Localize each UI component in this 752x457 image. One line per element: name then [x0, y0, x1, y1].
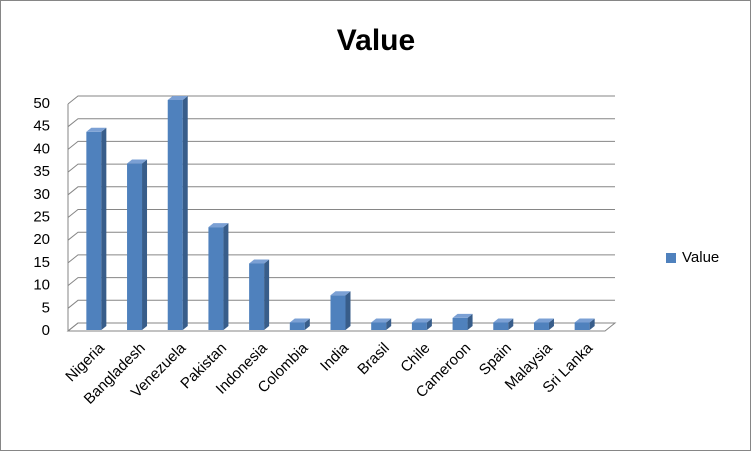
bar-side [426, 318, 432, 330]
y-tick-label: 15 [33, 254, 50, 271]
bar [493, 318, 514, 330]
grid-line [67, 277, 615, 286]
bar-top [533, 318, 554, 323]
legend-swatch [666, 253, 676, 263]
bar [86, 127, 107, 330]
bar-top [208, 223, 229, 228]
y-tick-label: 50 [33, 95, 50, 112]
bar-top [330, 291, 351, 296]
bar-top [411, 318, 432, 323]
bar-side [142, 159, 148, 330]
bar-side [264, 259, 270, 330]
bar-side [223, 223, 229, 330]
bar-side [101, 127, 107, 330]
bar [330, 291, 351, 330]
bar [289, 318, 310, 330]
bar-top [249, 259, 270, 264]
bar-top [127, 159, 148, 164]
bar-front [371, 322, 387, 330]
bar-top [452, 313, 473, 318]
y-tick-label: 45 [33, 118, 50, 135]
grid-line [67, 254, 615, 264]
grid-line [67, 209, 615, 218]
bar-side [508, 318, 514, 330]
bar [167, 96, 188, 330]
bar-top [289, 318, 310, 323]
grid-line [67, 231, 615, 241]
bar-front [411, 322, 427, 330]
bar [411, 318, 432, 330]
y-tick-label: 25 [33, 208, 50, 225]
y-tick-label: 35 [33, 163, 50, 180]
grid-line [67, 163, 615, 173]
bar-front [167, 100, 183, 330]
bar-front [330, 295, 346, 330]
y-tick-label: 5 [42, 299, 50, 316]
bar-front [86, 131, 102, 330]
bar-top [493, 318, 514, 323]
bar-top [371, 318, 392, 323]
bar [249, 259, 270, 330]
bar [208, 223, 229, 330]
bar-front [493, 322, 509, 330]
bar-front [289, 322, 305, 330]
grid-line [67, 118, 615, 128]
bar-side [386, 318, 392, 330]
bar-front [249, 263, 265, 330]
bar-top [167, 96, 188, 100]
bar-side [345, 291, 351, 330]
bar-side [304, 318, 310, 330]
bar-side [182, 96, 188, 330]
bar [127, 159, 148, 330]
bar-top [86, 127, 107, 132]
bar-front [533, 322, 549, 330]
bar [574, 318, 595, 330]
y-tick-label: 10 [33, 277, 50, 294]
bar [452, 313, 473, 330]
bar-front [452, 317, 468, 330]
bar [533, 318, 554, 330]
legend-label: Value [682, 249, 719, 266]
bar-front [127, 163, 143, 330]
grid-line [67, 186, 615, 196]
bar [371, 318, 392, 330]
bar-side [589, 318, 595, 330]
y-tick-label: 0 [42, 322, 50, 339]
y-tick-label: 30 [33, 186, 50, 203]
bar-front [208, 227, 224, 330]
bar-side [548, 318, 554, 330]
bar-top [574, 318, 595, 323]
bar-side [467, 313, 473, 330]
chart-title: Value [337, 24, 415, 57]
bar-front [574, 322, 590, 330]
y-tick-label: 20 [33, 231, 50, 248]
y-tick-label: 40 [33, 140, 50, 157]
grid-line [67, 299, 615, 309]
grid-line [67, 140, 615, 150]
grid-line [67, 322, 615, 332]
grid-line [67, 95, 615, 105]
